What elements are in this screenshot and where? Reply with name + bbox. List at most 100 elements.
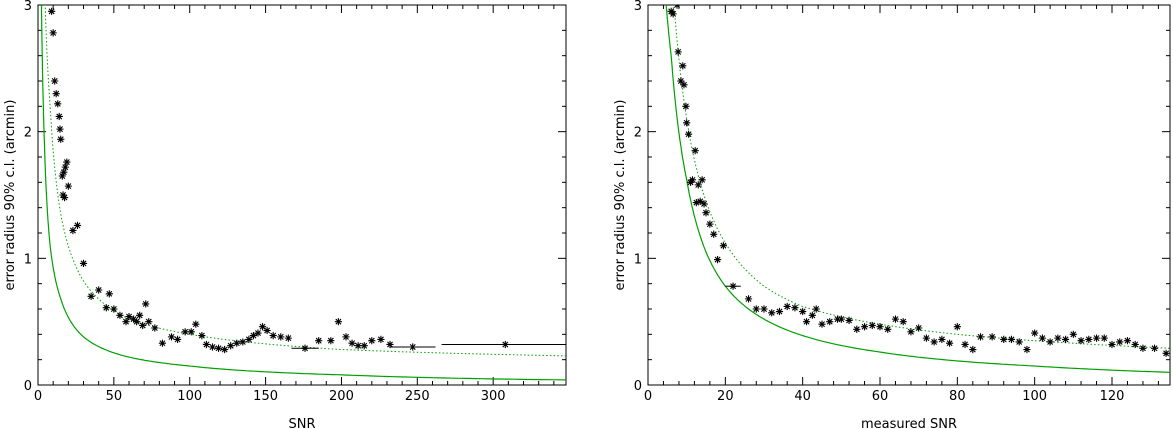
data-point <box>187 328 195 336</box>
data-point <box>783 302 791 311</box>
data-point <box>59 191 67 199</box>
data-point <box>64 182 72 190</box>
x-tick-label: 80 <box>949 389 966 404</box>
data-point <box>95 286 103 294</box>
data-point <box>961 340 969 349</box>
data-point <box>58 172 66 180</box>
data-point <box>791 304 799 312</box>
y-tick-label: 3 <box>634 0 642 14</box>
data-point <box>145 318 153 326</box>
data-point <box>214 344 223 352</box>
data-point <box>930 338 938 346</box>
data-point <box>1046 338 1054 346</box>
data-point <box>133 318 141 326</box>
model-curve-solid <box>665 5 1170 373</box>
data-point <box>826 318 834 326</box>
data-point <box>876 323 884 331</box>
data-point <box>245 335 253 343</box>
data-point <box>988 333 996 341</box>
y-tick-label: 1 <box>24 252 32 267</box>
y-tick-label: 2 <box>24 126 32 141</box>
data-point <box>696 197 704 205</box>
data-point <box>1069 330 1077 338</box>
data-point <box>799 307 807 316</box>
plot-frame <box>647 4 1171 386</box>
data-point <box>79 259 88 267</box>
data-point <box>334 318 343 326</box>
data-point <box>1100 334 1108 342</box>
data-point <box>198 332 206 340</box>
data-points <box>48 7 566 354</box>
y-tick-label: 2 <box>634 126 642 141</box>
data-point <box>269 332 277 340</box>
x-axis-label: SNR <box>288 417 315 429</box>
data-point <box>1062 335 1070 343</box>
y-tick-label: 3 <box>24 0 32 14</box>
data-point <box>860 323 869 331</box>
data-point <box>254 329 262 337</box>
data-point <box>57 135 65 143</box>
data-point <box>1131 340 1139 349</box>
x-tick-label: 0 <box>34 389 42 404</box>
data-point <box>277 333 285 341</box>
data-point <box>891 315 900 323</box>
data-point <box>122 318 130 326</box>
data-point <box>969 345 977 354</box>
data-point <box>1031 329 1039 337</box>
data-point <box>377 335 385 343</box>
data-point <box>327 337 335 345</box>
data-point <box>946 339 954 347</box>
data-point <box>706 220 714 228</box>
data-point <box>73 221 82 229</box>
data-point <box>775 307 784 316</box>
data-point <box>1162 349 1170 357</box>
data-point <box>54 100 62 108</box>
data-point <box>685 130 693 138</box>
x-tick-label: 100 <box>177 389 202 404</box>
x-tick-label: 0 <box>644 389 652 404</box>
data-point <box>976 333 985 341</box>
data-point <box>284 334 292 342</box>
data-point <box>233 339 241 347</box>
x-tick-label: 150 <box>253 389 278 404</box>
data-point <box>953 323 961 331</box>
data-point <box>683 119 691 127</box>
data-point <box>698 176 706 184</box>
data-point <box>1054 334 1062 342</box>
data-point <box>227 342 235 350</box>
data-point <box>808 311 816 319</box>
data-point <box>221 345 229 354</box>
data-point <box>812 305 820 313</box>
data-point <box>110 305 118 313</box>
x-tick-label: 20 <box>717 389 734 404</box>
data-point <box>61 163 69 171</box>
x-tick-label: 120 <box>1100 389 1125 404</box>
data-point <box>105 290 113 298</box>
data-point <box>1038 334 1046 342</box>
data-point <box>315 337 323 345</box>
data-point <box>691 147 699 155</box>
data-point <box>116 311 124 319</box>
data-point <box>258 323 267 331</box>
data-point <box>167 333 176 341</box>
x-tick-label: 300 <box>481 389 506 404</box>
data-point <box>833 315 842 323</box>
data-point <box>60 193 69 202</box>
data-point <box>744 295 753 303</box>
data-point <box>899 318 907 326</box>
data-point <box>1000 335 1008 343</box>
data-point <box>342 333 350 341</box>
data-point <box>1092 334 1101 342</box>
data-point <box>679 62 687 70</box>
data-point <box>700 200 708 208</box>
y-axis-label: error radius 90% c.l. (arcmin) <box>613 100 628 291</box>
data-point <box>1085 335 1093 343</box>
data-point <box>125 313 133 321</box>
data-point <box>142 300 150 308</box>
chart-panel-1: 0 50 100 150 200 250 300 0 1 2 3 SNR error radius 90… <box>3 0 567 429</box>
data-point <box>680 81 688 89</box>
data-point <box>1116 338 1124 346</box>
data-point <box>52 90 60 98</box>
data-point <box>69 226 77 235</box>
